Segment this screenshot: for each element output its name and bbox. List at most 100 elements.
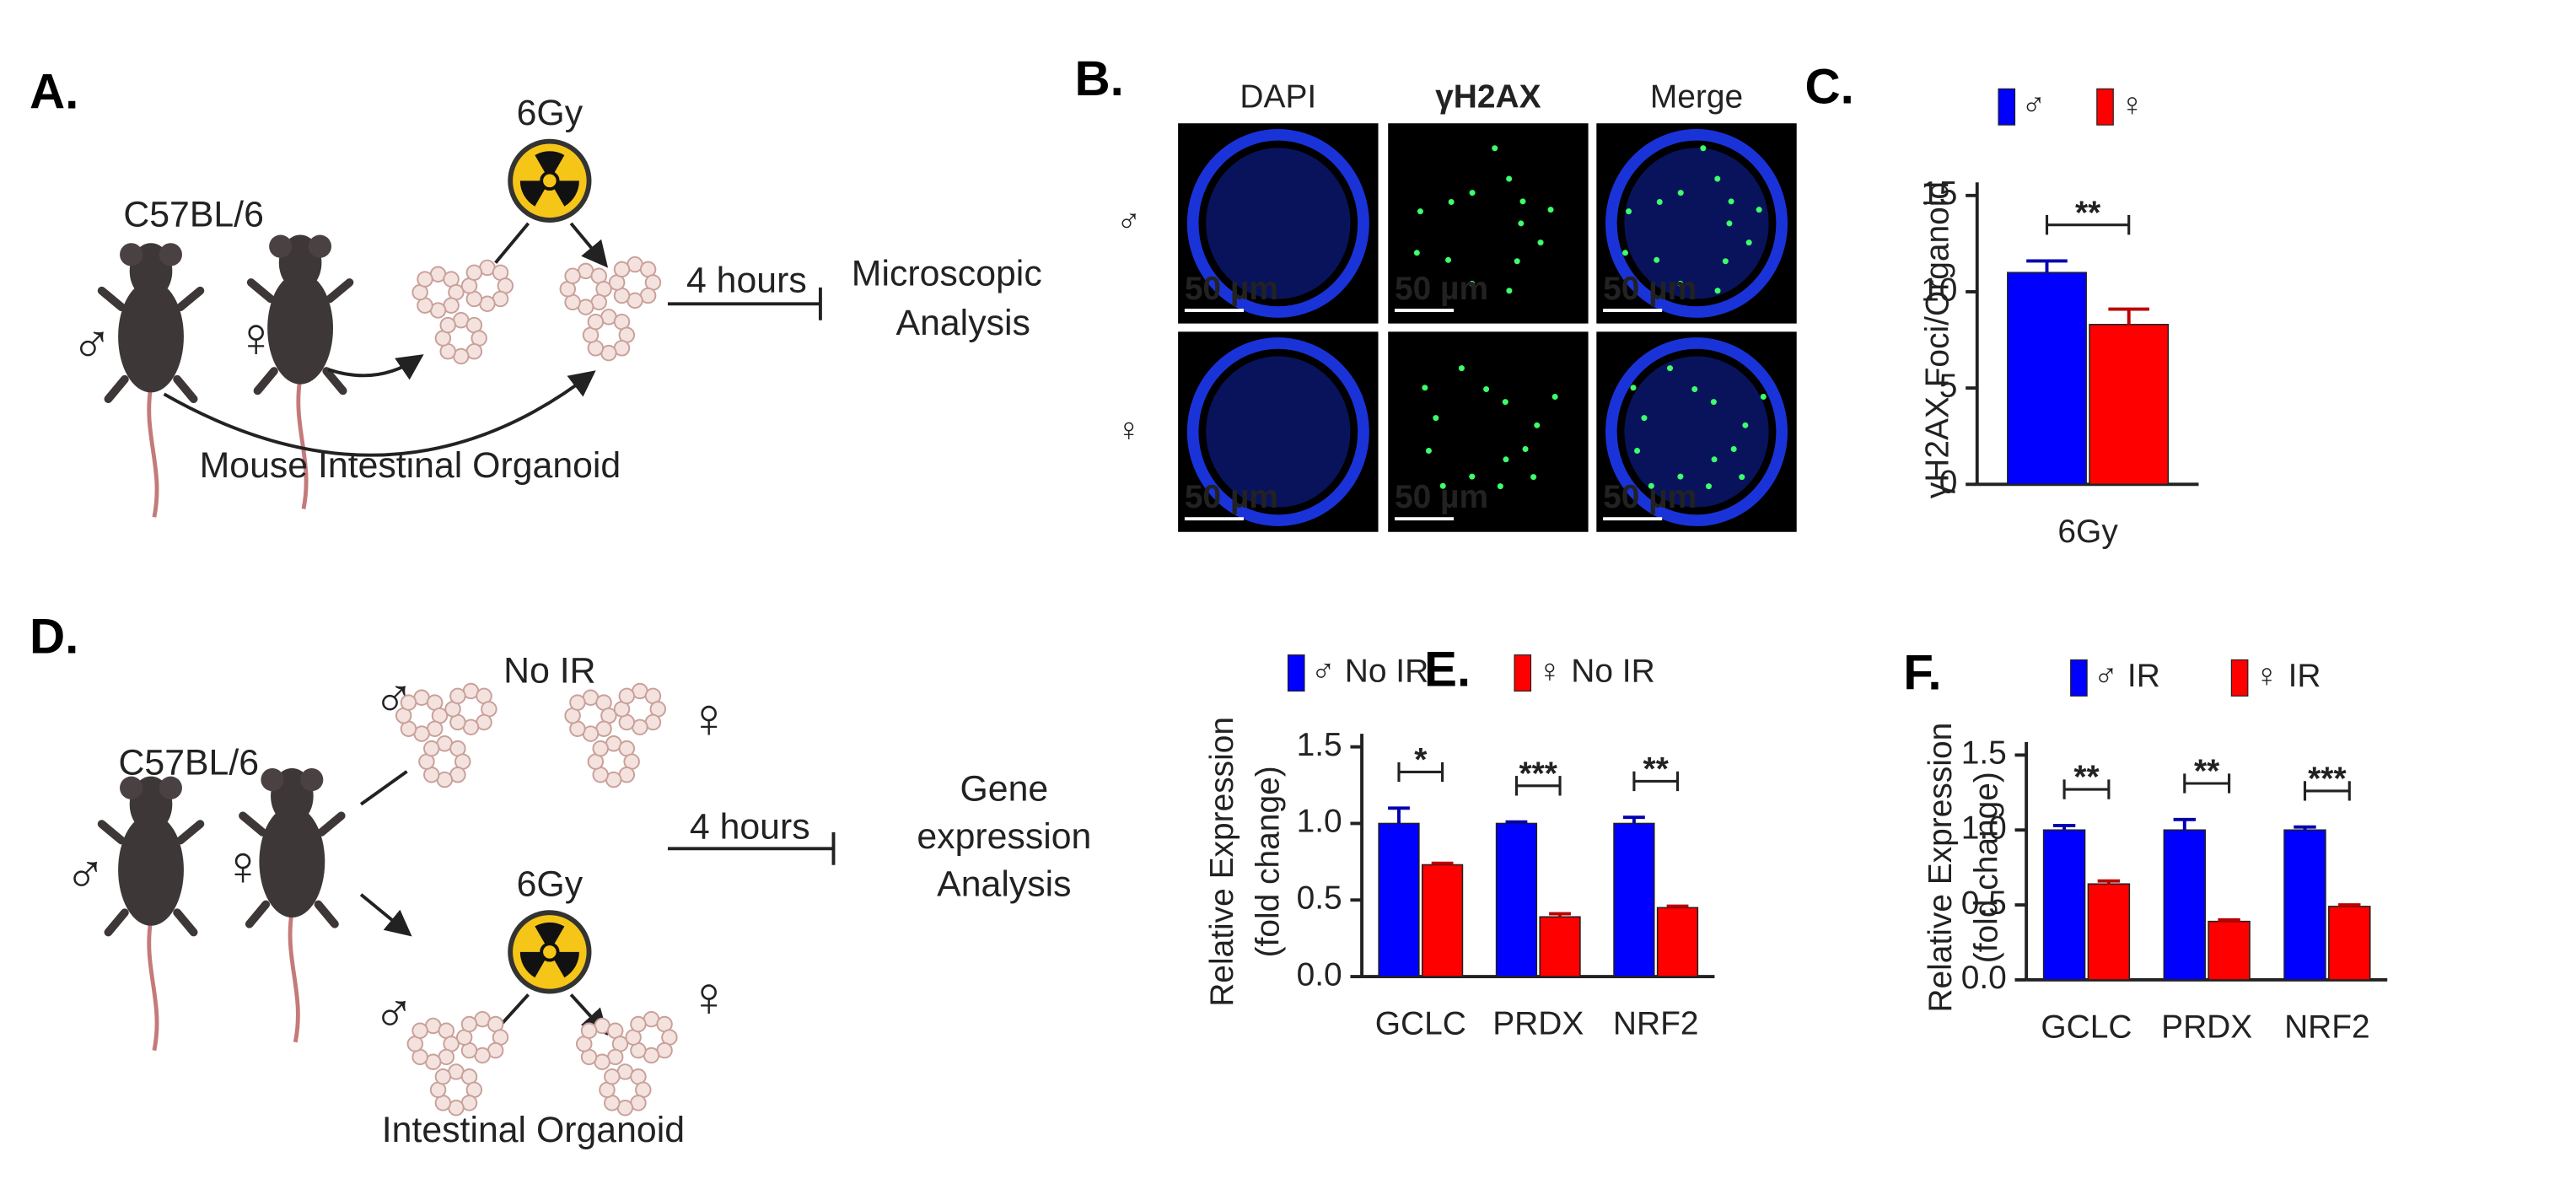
analysis-label: Microscopic [852,254,1042,294]
y-tick-label: 0.5 [1961,885,2007,921]
foci [1483,386,1490,393]
scale-bar-label: 50 µm [1185,271,1278,307]
panel-label: C. [1804,60,1853,115]
bar [2208,920,2251,981]
panel-label: D. [30,610,78,665]
time-label: 4 hours [686,260,807,300]
foci [1506,175,1513,182]
legend-label: ♀ No IR [1537,653,1654,689]
significance-label: ** [1643,751,1670,788]
analysis-label: Analysis [896,303,1030,343]
panel-label: A. [30,65,78,120]
foci [1626,208,1632,215]
micrograph [1388,331,1589,532]
bar [1539,916,1581,977]
foci [1552,393,1558,400]
strain-label: C57BL/6 [123,194,264,234]
error-bar [1666,904,1689,908]
foci [1722,258,1729,265]
y-axis-label: Relative Expression [1204,717,1240,1007]
legend-swatch [1287,654,1305,692]
legend-swatch [2230,659,2249,697]
arrow [163,370,596,457]
mouse-icon [243,768,341,1042]
bar [1656,907,1699,977]
y-axis-label: Relative Expression [1923,723,1959,1013]
significance-bracket [1632,771,1680,792]
micrograph-grid: DAPI γH2AX Merge ♂ 50 µm 50 µm 50 µm ♀ 50 µm 50 µ… [1116,78,1797,532]
error-bar [2026,259,2068,273]
bar [1495,822,1538,977]
significance-label: ** [2073,760,2100,796]
foci [1677,190,1684,196]
x-tick-label: 6Gy [2057,514,2118,550]
analysis-label: Analysis [937,864,1071,904]
foci [1677,280,1684,287]
legend-label: ♂ No IR [1311,653,1428,689]
foci [1621,250,1628,256]
foci [1425,447,1432,454]
foci [1745,239,1752,246]
error-bar [1549,912,1571,917]
y-tick-label: 1.5 [1297,727,1342,763]
foci [1514,258,1520,265]
y-tick-label: 0.0 [1961,960,2007,996]
strain-label: C57BL/6 [118,742,259,783]
y-tick-label: 15 [1921,175,1957,212]
error-bar [2052,823,2076,831]
legend-swatch [2070,659,2088,697]
foci [1641,415,1648,422]
y-tick-label: 5 [1939,368,1958,404]
legend-swatch [1514,654,1532,692]
foci [1439,482,1446,489]
significance-label: *** [2308,761,2347,797]
bar [2089,324,2170,486]
foci [1469,190,1476,196]
foci [1519,198,1526,205]
significance-label: ** [2075,195,2101,231]
organoid-cluster [561,257,661,361]
y-tick-label: 10 [1921,272,1957,308]
foci [1630,385,1637,391]
error-bar [1431,861,1454,865]
error-bar [2338,903,2361,907]
y-tick-label: 1.0 [1297,804,1342,840]
dapi-stain [1605,129,1788,318]
bar [2007,272,2087,486]
bar [1613,822,1655,977]
foci [1522,445,1529,452]
foci [1742,422,1749,428]
foci [1469,280,1476,287]
foci [1648,482,1654,489]
foci [1518,220,1525,227]
column-header: DAPI [1240,78,1316,115]
x-tick-label: NRF2 [1613,1006,1699,1042]
foci [1700,145,1707,152]
dapi-stain [1624,148,1769,299]
foci [1530,474,1537,481]
error-bar [2173,817,2196,831]
significance-bracket [1397,761,1444,783]
inhibition-line [667,831,836,865]
column-header: Merge [1650,78,1743,115]
caption: Mouse Intestinal Organoid [200,445,621,486]
foci [1730,445,1737,452]
legend-label: ♂ IR [2094,658,2160,694]
caption: Intestinal Organoid [382,1110,685,1150]
bar [1378,822,1420,977]
x-tick-label: GCLC [2041,1009,2132,1046]
scale-bar-label: 50 µm [1603,479,1697,515]
error-bar [1388,806,1410,824]
arrow [494,222,604,263]
analysis-label: expression [917,816,1091,857]
x-tick-label: PRDX [1492,1006,1584,1042]
foci [1714,175,1721,182]
significance-bracket [2303,781,2351,801]
panel-label: E. [1424,643,1471,697]
bar [2042,829,2086,981]
legend-swatch [1998,88,2016,126]
bar [1421,864,1464,977]
dapi-stain [1206,148,1351,299]
foci [1710,399,1717,406]
